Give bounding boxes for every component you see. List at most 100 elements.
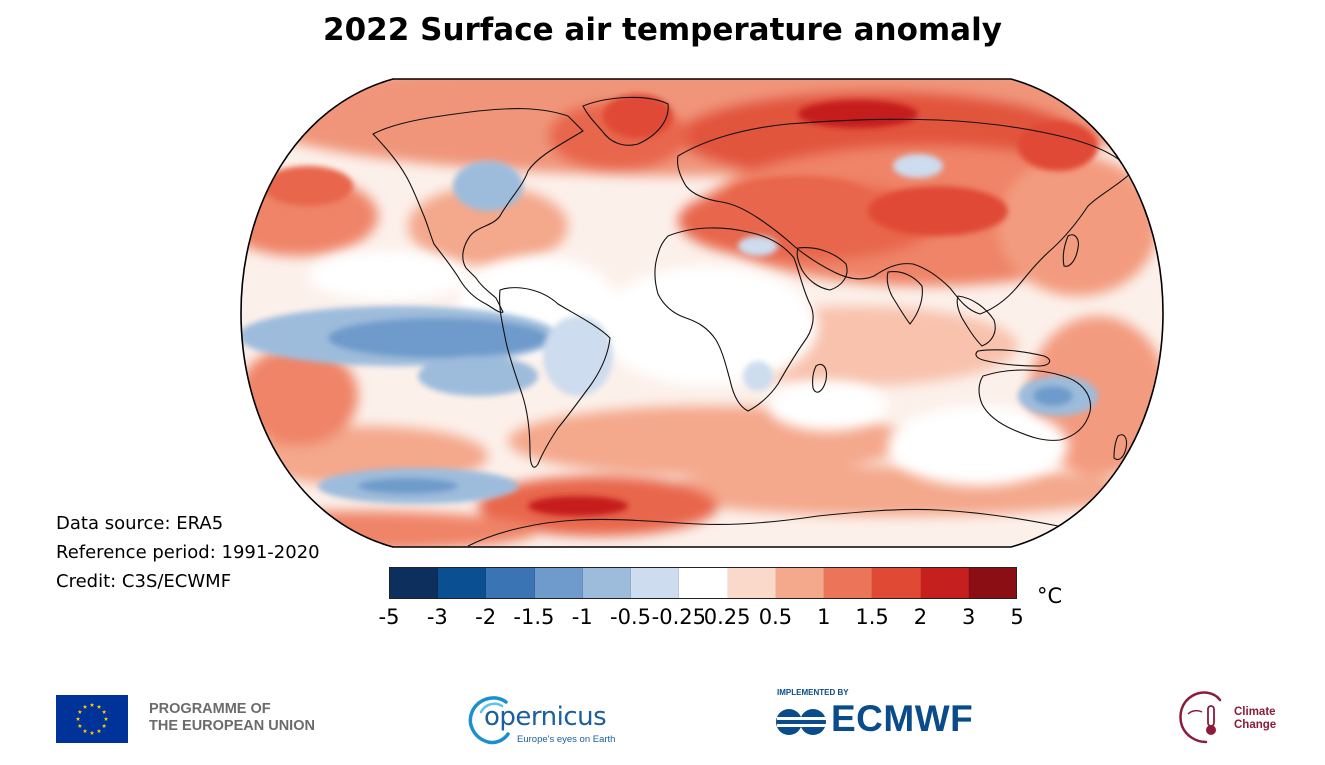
cold-anomaly (738, 236, 778, 256)
neutral-zone (308, 251, 468, 301)
colorbar-swatch (679, 568, 728, 598)
cold-anomaly (1033, 386, 1073, 406)
colorbar-ticks: -5 -3 -2 -1.5 -1 -0.5 -0.25 0.25 0.5 1 1.5 2 3 5 (0, 605, 1325, 633)
map-frame (240, 78, 1164, 548)
ecmwf-word: ECMWF (831, 698, 974, 739)
ecmwf-logo: IMPLEMENTED BY ECMWF (775, 688, 990, 748)
eurasia (676, 118, 1134, 315)
eu-star (77, 723, 83, 728)
thermometer-cloud-icon (1179, 691, 1222, 744)
anomaly-blob (241, 346, 358, 446)
cold-anomaly (358, 478, 458, 494)
hot-anomaly (603, 94, 673, 138)
madagascar (812, 363, 827, 393)
colorbar-swatch (486, 568, 535, 598)
eu-star (89, 730, 95, 735)
colorbar-tick-label: -0.5 (610, 605, 652, 629)
hot-anomaly (528, 496, 628, 516)
greenland (582, 96, 669, 146)
colorbar-swatch (920, 568, 969, 598)
north-america (372, 108, 584, 313)
neutral-zone (598, 266, 818, 386)
eu-star (103, 716, 109, 721)
colorbar-tick-label: -3 (426, 605, 448, 629)
hot-anomaly (263, 166, 353, 206)
reference-period-text: Reference period: 1991-2020 (56, 542, 320, 563)
colorbar-tick-label: 2 (913, 605, 928, 629)
colorbar-swatch (582, 568, 632, 598)
world-anomaly-map (240, 78, 1164, 548)
eu-star (89, 702, 95, 707)
eu-programme-text: PROGRAMME OF THE EUROPEAN UNION (149, 701, 315, 735)
data-source-text: Data source: ERA5 (56, 513, 224, 534)
colorbar-tick-label: -0.25 (651, 605, 707, 629)
new-zealand (1113, 434, 1128, 461)
eu-star (96, 728, 102, 733)
hot-anomaly (728, 176, 868, 216)
cold-anomaly (418, 356, 538, 396)
eu-star (96, 704, 102, 709)
eu-line-1: PROGRAMME OF (149, 701, 271, 717)
copernicus-c-icon (468, 696, 510, 745)
copernicus-logo: opernicus Europe's eyes on Earth (462, 690, 615, 750)
hot-anomaly (798, 100, 918, 128)
cold-anomaly (328, 318, 548, 358)
anomaly-blob (658, 466, 1138, 516)
india (886, 271, 923, 325)
colorbar-tick-label: -1 (571, 605, 593, 629)
colorbar-tick-label: 5 (1010, 605, 1024, 629)
colorbar-tick-label: 0.5 (758, 605, 793, 629)
neutral-zone (768, 381, 888, 431)
colorbar (389, 567, 1017, 599)
colorbar-swatch (727, 568, 776, 598)
colorbar-tick-label: -1.5 (513, 605, 555, 629)
indonesia (975, 349, 1051, 367)
copernicus-word: opernicus (484, 702, 607, 732)
colorbar-tick-label: 1.5 (855, 605, 889, 629)
colorbar-swatch (438, 568, 487, 598)
hot-anomaly (868, 186, 1008, 236)
continent-outlines (372, 96, 1139, 547)
implemented-by-text: IMPLEMENTED BY (777, 688, 849, 697)
chart-title: 2022 Surface air temperature anomaly (323, 12, 1002, 48)
eu-star (82, 704, 88, 709)
anomaly-blob (408, 186, 568, 266)
africa (654, 227, 814, 412)
credit-text: Credit: C3S/ECWMF (56, 571, 232, 592)
cold-anomaly (453, 161, 523, 211)
climate-line-1: Climate (1234, 706, 1276, 718)
colorbar-tick-label: -2 (475, 605, 497, 629)
climate-line-2: Change (1234, 719, 1277, 731)
metadata-block: Data source: ERA5 Reference period: 1991… (56, 509, 320, 596)
colorbar-tick-label: 3 (962, 605, 976, 629)
southeast-asia (956, 295, 996, 347)
eu-star (101, 723, 107, 728)
climate-change-logo: Climate Change (1174, 684, 1294, 748)
eu-flag-logo (56, 695, 128, 743)
anomaly-blob (998, 156, 1158, 296)
cold-anomaly (543, 316, 613, 396)
eu-star (82, 728, 88, 733)
unit-label: °C (1037, 584, 1063, 608)
colorbar-swatch (534, 568, 583, 598)
south-america (499, 287, 611, 468)
colorbar-swatch (968, 568, 1017, 598)
eu-star (101, 709, 107, 714)
arabia (796, 247, 848, 291)
climate-change-text: Climate Change (1234, 706, 1276, 732)
cold-anomaly (743, 361, 773, 391)
colorbar-swatch (390, 568, 439, 598)
eu-line-2: THE EUROPEAN UNION (149, 718, 315, 734)
colorbar-swatch (824, 568, 873, 598)
colorbar-tick-label: 0.25 (703, 605, 751, 629)
colorbar-tick-label: -5 (378, 605, 400, 629)
eu-star (75, 716, 81, 721)
japan (1062, 234, 1079, 267)
colorbar-tick-label: 1 (817, 605, 831, 629)
hot-anomaly (1018, 121, 1098, 171)
colorbar-swatch (775, 568, 825, 598)
australia (978, 369, 1092, 441)
colorbar-swatch (872, 568, 921, 598)
colorbar-swatch (631, 568, 680, 598)
neutral-zone (888, 406, 1068, 486)
